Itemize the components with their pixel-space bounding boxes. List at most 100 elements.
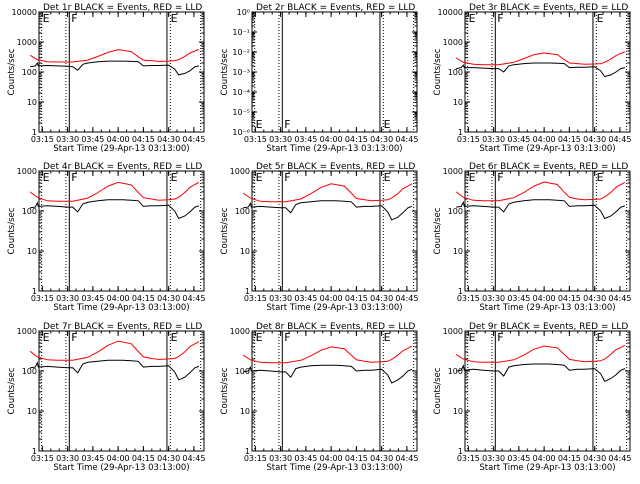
- x-axis-label: Start Time (29-Apr-13 03:13:00): [53, 463, 189, 473]
- event-marker-f: F: [497, 12, 503, 25]
- x-tick-label: 03:30: [482, 454, 505, 463]
- x-tick-label: 04:45: [395, 294, 418, 303]
- x-tick-label: 03:45: [81, 135, 104, 144]
- y-tick-label: 100: [448, 207, 463, 216]
- y-tick-label: 1: [458, 128, 463, 137]
- x-tick-label: 04:00: [320, 454, 343, 463]
- x-tick-label: 03:45: [81, 454, 104, 463]
- y-tick-label: 100: [22, 68, 37, 77]
- event-marker-e: E: [469, 171, 476, 184]
- y-tick-label: 1: [32, 447, 37, 456]
- plot-frame: [464, 330, 631, 452]
- event-marker-f: F: [497, 331, 503, 344]
- x-tick-label: 04:30: [157, 135, 180, 144]
- series-line-lld: [242, 345, 413, 364]
- x-tick-label: 04:00: [533, 135, 556, 144]
- chart-panel-1: Det 1r BLACK = Events, RED = LLD 1 10 100 10…: [7, 3, 205, 154]
- x-axis-label: Start Time (29-Apr-13 03:13:00): [479, 303, 615, 313]
- series-line-lld: [455, 51, 626, 66]
- series-line-events: [30, 199, 200, 220]
- event-marker-e: E: [597, 12, 604, 25]
- x-tick-label: 03:30: [56, 454, 79, 463]
- chart-title: Det 8r BLACK = Events, RED = LLD: [256, 322, 415, 332]
- x-tick-label: 03:15: [244, 135, 267, 144]
- x-tick-label: 04:45: [395, 454, 418, 463]
- plot-frame: [38, 330, 205, 452]
- x-tick-label: 04:45: [608, 135, 631, 144]
- y-tick-label: 10⁻²: [232, 48, 250, 57]
- x-tick-label: 03:30: [269, 454, 292, 463]
- x-tick-label: 04:30: [370, 294, 393, 303]
- x-tick-label: 04:15: [558, 454, 581, 463]
- chart-panel-9: Det 9r BLACK = Events, RED = LLD 1 10 100 10…: [433, 322, 631, 473]
- x-axis-label: Start Time (29-Apr-13 03:13:00): [479, 463, 615, 473]
- chart-title: Det 2r BLACK = Events, RED = LLD: [256, 3, 415, 13]
- x-tick-label: 03:30: [56, 135, 79, 144]
- event-marker-e: E: [256, 171, 263, 184]
- x-axis-label: Start Time (29-Apr-13 03:13:00): [266, 463, 402, 473]
- x-tick-label: 04:15: [132, 454, 155, 463]
- series-line-lld: [455, 181, 626, 202]
- event-marker-e: E: [43, 171, 50, 184]
- chart-panel-5: Det 5r BLACK = Events, RED = LLD 1 10 100 10…: [220, 162, 418, 313]
- event-marker-f: F: [71, 12, 77, 25]
- event-marker-e: E: [171, 171, 178, 184]
- plot-frame: [38, 11, 205, 133]
- y-tick-label: 10⁻⁵: [232, 108, 250, 117]
- x-tick-label: 04:45: [608, 454, 631, 463]
- x-tick-label: 04:15: [345, 454, 368, 463]
- y-axis-label: Counts/sec: [433, 207, 443, 254]
- series-line-lld: [242, 183, 413, 203]
- chart-panel-3: Det 3r BLACK = Events, RED = LLD 1 10 100 10…: [433, 3, 631, 154]
- y-tick-label: 10: [27, 247, 37, 256]
- x-tick-label: 04:45: [182, 294, 205, 303]
- x-tick-label: 03:15: [244, 294, 267, 303]
- event-marker-e: E: [256, 118, 263, 131]
- x-tick-label: 03:30: [269, 135, 292, 144]
- series-line-events: [456, 62, 626, 78]
- plot-frame: [464, 170, 631, 292]
- chart-title: Det 3r BLACK = Events, RED = LLD: [469, 3, 628, 13]
- series-line-lld: [29, 340, 200, 361]
- x-tick-label: 03:15: [31, 294, 54, 303]
- y-tick-label: 10⁰: [237, 8, 250, 17]
- series-line-events: [243, 200, 413, 221]
- y-tick-label: 10: [27, 98, 37, 107]
- x-tick-label: 04:15: [345, 135, 368, 144]
- x-tick-label: 03:45: [294, 294, 317, 303]
- x-tick-label: 03:30: [482, 294, 505, 303]
- x-tick-label: 04:00: [533, 294, 556, 303]
- chart-title: Det 4r BLACK = Events, RED = LLD: [43, 162, 202, 172]
- plot-frame: [251, 330, 418, 452]
- y-tick-label: 100: [22, 367, 37, 376]
- x-tick-label: 03:15: [31, 135, 54, 144]
- x-tick-label: 04:00: [320, 294, 343, 303]
- event-marker-e: E: [43, 331, 50, 344]
- y-tick-label: 10⁻³: [232, 68, 250, 77]
- y-tick-label: 10000: [438, 8, 463, 17]
- y-tick-label: 10⁻⁶: [232, 128, 250, 137]
- series-line-lld: [455, 344, 626, 363]
- x-tick-label: 04:45: [182, 135, 205, 144]
- event-marker-e: E: [171, 12, 178, 25]
- x-tick-label: 04:15: [132, 135, 155, 144]
- y-tick-label: 10: [27, 407, 37, 416]
- y-axis-label: Counts/sec: [7, 367, 17, 414]
- x-axis-label: Start Time (29-Apr-13 03:13:00): [266, 303, 402, 313]
- x-tick-label: 04:00: [107, 135, 130, 144]
- y-tick-label: 1000: [443, 327, 463, 336]
- x-tick-label: 04:15: [558, 135, 581, 144]
- y-tick-label: 100: [448, 367, 463, 376]
- chart-panel-4: Det 4r BLACK = Events, RED = LLD 1 10 100 10…: [7, 162, 205, 313]
- y-tick-label: 1: [245, 287, 250, 296]
- y-tick-label: 1000: [17, 167, 37, 176]
- x-tick-label: 04:00: [107, 454, 130, 463]
- x-tick-label: 04:45: [182, 454, 205, 463]
- chart-panel-7: Det 7r BLACK = Events, RED = LLD 1 10 100 10…: [7, 322, 205, 473]
- event-marker-e: E: [256, 331, 263, 344]
- chart-title: Det 1r BLACK = Events, RED = LLD: [43, 3, 202, 13]
- x-tick-label: 03:15: [457, 135, 480, 144]
- series-line-events: [243, 364, 413, 384]
